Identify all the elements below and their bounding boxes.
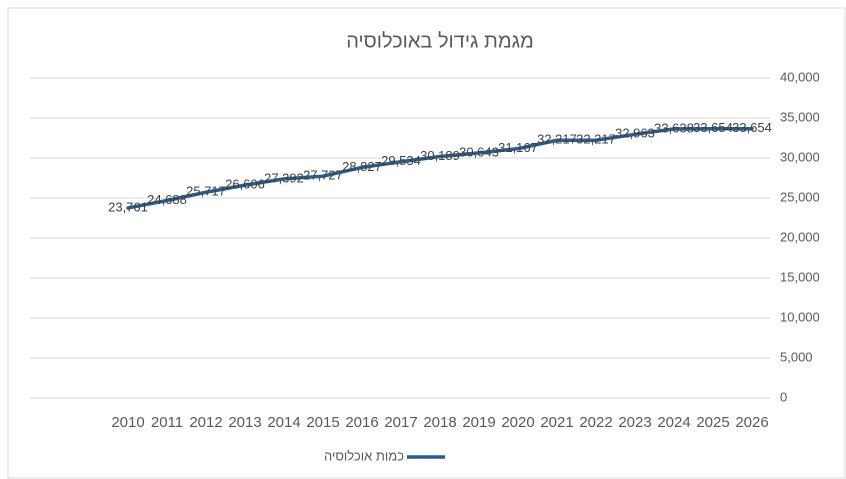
x-tick-label: 2025 [696, 414, 729, 431]
x-tick-label: 2022 [579, 414, 612, 431]
data-label: 27,392 [264, 170, 304, 185]
y-tick-label: 0 [780, 389, 787, 404]
y-tick-label: 40,000 [780, 69, 820, 84]
data-label: 25,717 [186, 184, 226, 199]
x-tick-label: 2011 [151, 414, 183, 431]
x-tick-label: 2017 [384, 414, 417, 431]
x-tick-label: 2024 [657, 414, 690, 431]
data-label: 31,167 [498, 140, 538, 155]
y-tick-label: 5,000 [780, 349, 813, 364]
data-label: 29,534 [381, 153, 421, 168]
data-label: 32,217 [576, 132, 616, 147]
x-tick-label: 2010 [111, 414, 144, 431]
x-tick-label: 2014 [267, 414, 300, 431]
legend-label: כמות אוכלוסיה [324, 448, 404, 463]
data-label: 33,638 [654, 120, 694, 135]
x-tick-label: 2020 [501, 414, 534, 431]
data-label: 33,654 [693, 120, 733, 135]
series-line [126, 127, 754, 210]
y-tick-label: 15,000 [780, 269, 820, 284]
data-label: 30,189 [420, 148, 460, 163]
x-tick-label: 2018 [423, 414, 456, 431]
y-tick-label: 20,000 [780, 229, 820, 244]
data-label: 27,727 [303, 168, 343, 183]
data-label: 23,761 [108, 199, 148, 214]
y-tick-label: 35,000 [780, 109, 820, 124]
data-label: 24,688 [147, 192, 187, 207]
y-tick-label: 30,000 [780, 149, 820, 164]
x-tick-label: 2012 [189, 414, 222, 431]
x-tick-label: 2021 [540, 414, 573, 431]
data-label: 28,827 [342, 159, 382, 174]
y-tick-label: 10,000 [780, 309, 820, 324]
x-tick-label: 2016 [345, 414, 378, 431]
x-tick-label: 2019 [462, 414, 495, 431]
x-tick-label: 2013 [228, 414, 261, 431]
x-tick-label: 2023 [618, 414, 651, 431]
data-label: 32,963 [615, 126, 655, 141]
y-tick-label: 25,000 [780, 189, 820, 204]
data-label: 33,654 [732, 120, 772, 135]
chart-border [7, 7, 846, 479]
x-tick-label: 2026 [735, 414, 768, 431]
chart-title: מגמת גידול באוכלוסיה [346, 30, 534, 52]
data-label: 32,217 [537, 132, 577, 147]
x-tick-label: 2015 [306, 414, 339, 431]
data-label: 26,606 [225, 177, 265, 192]
data-label: 30,643 [459, 144, 499, 159]
